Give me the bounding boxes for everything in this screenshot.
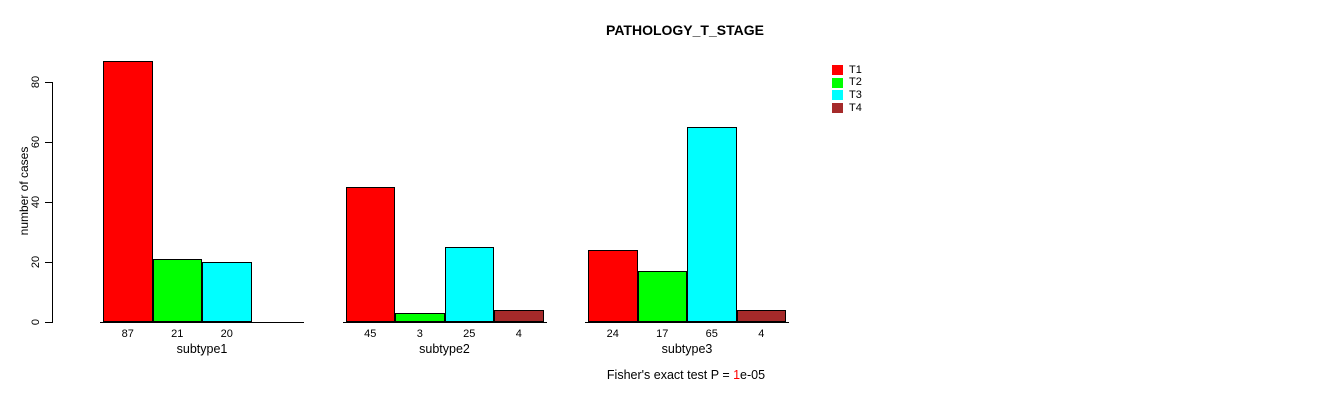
legend-swatch-T3 <box>832 90 843 101</box>
bar-subtype1-T1 <box>103 61 153 322</box>
y-axis-tick-label: 40 <box>30 195 42 209</box>
bar-subtype2-T2 <box>395 313 445 322</box>
y-axis-tick-label: 20 <box>30 255 42 269</box>
bar-value-subtype2-T4: 4 <box>515 328 522 340</box>
y-axis-tick <box>45 322 52 323</box>
bar-subtype3-T2 <box>637 271 687 322</box>
bar-subtype2-T1 <box>345 187 395 322</box>
legend-swatch-T4 <box>832 103 843 114</box>
category-label-subtype3: subtype3 <box>661 342 713 356</box>
category-label-subtype2: subtype2 <box>419 342 470 356</box>
x-baseline-subtype3 <box>585 322 789 323</box>
legend-swatch-T1 <box>832 65 843 75</box>
bar-value-subtype2-T3: 25 <box>463 328 476 340</box>
bar-value-subtype3-T2: 17 <box>656 328 669 340</box>
y-axis-tick-label: 60 <box>30 135 42 149</box>
legend-label-T2: T2 <box>849 76 862 89</box>
stat-annotation: Fisher's exact test P = 1e-05 <box>607 368 765 382</box>
legend-swatch-T2 <box>832 77 843 88</box>
y-axis-tick <box>45 202 52 203</box>
bar-value-subtype3-T1: 24 <box>606 328 619 340</box>
stat-annotation-pvalue: 1 <box>733 368 741 382</box>
legend-label-T4: T4 <box>849 101 862 114</box>
bar-subtype2-T3 <box>444 247 494 322</box>
y-axis-tick <box>45 262 52 263</box>
bar-value-subtype1-T1: 87 <box>121 328 134 340</box>
bar-subtype3-T1 <box>588 250 638 322</box>
y-axis-line <box>52 82 53 323</box>
y-axis-tick-label: 0 <box>30 318 42 326</box>
legend-label-T3: T3 <box>849 88 862 101</box>
y-axis-tick <box>45 142 52 143</box>
bar-subtype1-T2 <box>152 259 202 322</box>
chart-title: PATHOLOGY_T_STAGE <box>606 22 764 38</box>
legend-label-T1: T1 <box>849 63 862 76</box>
bar-value-subtype3-T3: 65 <box>705 328 718 340</box>
category-label-subtype1: subtype1 <box>176 342 228 356</box>
x-baseline-subtype2 <box>342 322 547 323</box>
bar-subtype3-T3 <box>687 127 737 322</box>
bar-value-subtype2-T2: 3 <box>416 328 423 340</box>
bar-value-subtype2-T1: 45 <box>364 328 377 340</box>
y-axis-tick-label: 80 <box>30 75 42 89</box>
bar-subtype1-T3 <box>202 262 252 322</box>
x-baseline-subtype1 <box>100 322 304 323</box>
bar-value-subtype1-T3: 20 <box>220 328 233 340</box>
bar-subtype3-T4 <box>736 310 786 322</box>
stat-annotation-prefix: Fisher's exact test P = <box>606 368 734 382</box>
bar-value-subtype1-T2: 21 <box>171 328 184 340</box>
bar-subtype2-T4 <box>494 310 544 322</box>
y-axis-title: number of cases <box>17 146 31 236</box>
y-axis-tick <box>45 82 52 83</box>
stat-annotation-suffix: e-05 <box>740 368 766 382</box>
bar-value-subtype3-T4: 4 <box>758 328 765 340</box>
